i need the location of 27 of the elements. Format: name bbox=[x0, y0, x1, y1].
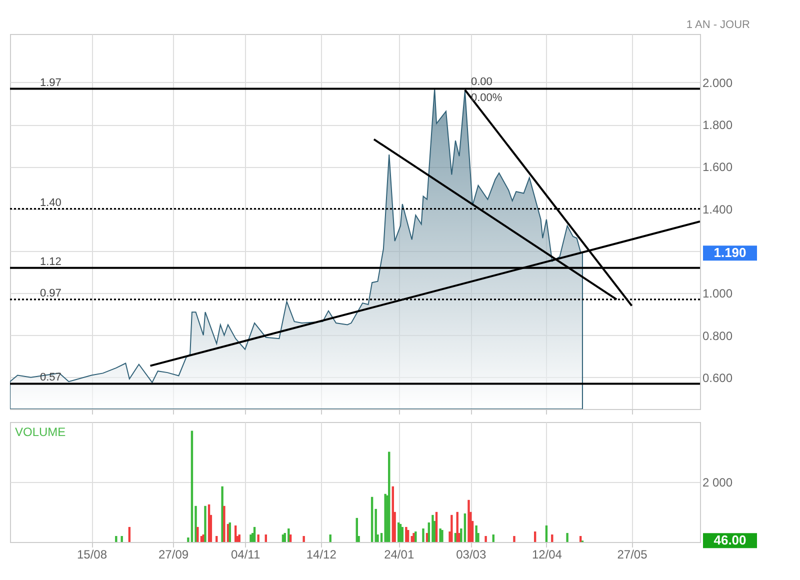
y-tick-label: 2.000 bbox=[702, 76, 733, 90]
x-tick-label: 12/04 bbox=[532, 548, 562, 562]
x-tick-label: 15/08 bbox=[76, 548, 108, 562]
y-tick-label: 1.000 bbox=[702, 286, 733, 301]
y-tick-label: 1.800 bbox=[702, 118, 733, 132]
text: 1 AN - JOUR bbox=[686, 19, 750, 31]
x-tick-label: 03/03 bbox=[456, 548, 486, 562]
ref-line-label: 1.97 bbox=[40, 76, 62, 89]
x-tick-label: 14/12 bbox=[306, 548, 337, 562]
y-tick-label: 2 000 bbox=[702, 475, 733, 490]
ref-line-label: 0.57 bbox=[40, 372, 62, 384]
x-tick-label: 04/11 bbox=[230, 548, 260, 562]
text: 1.190 bbox=[714, 245, 746, 260]
chart-title: VOLUME bbox=[15, 425, 66, 439]
ref-line-label: 1.40 bbox=[40, 196, 62, 209]
y-tick-label: 1.400 bbox=[702, 202, 733, 216]
y-tick-label: 1.600 bbox=[702, 160, 733, 174]
x-tick-label: 24/01 bbox=[384, 548, 414, 562]
ref-line-label: 1.12 bbox=[40, 256, 62, 268]
text: 46.00 bbox=[714, 532, 746, 548]
x-tick-label: 27/05 bbox=[617, 548, 648, 562]
annotation: 0.00 bbox=[470, 76, 492, 88]
y-tick-label: 0.600 bbox=[702, 370, 733, 385]
x-tick-label: 27/09 bbox=[158, 548, 189, 562]
annotation: 0.00% bbox=[470, 92, 502, 104]
y-tick-label: 0.800 bbox=[702, 328, 733, 343]
ref-line-label: 0.97 bbox=[40, 287, 62, 300]
